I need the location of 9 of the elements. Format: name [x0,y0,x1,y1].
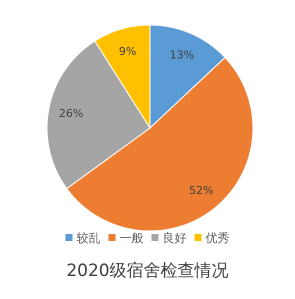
legend-label: 一般 [120,231,144,245]
legend-label: 较乱 [76,231,100,245]
data-label: 13% [170,48,194,62]
data-label: 9% [118,44,136,58]
text: 2020级宿舍检查情况 [66,261,229,281]
data-label: 52% [188,184,214,197]
data-label: 26% [58,106,84,120]
legend-label: 优秀 [206,231,230,245]
legend-label: 良好 [162,231,186,245]
